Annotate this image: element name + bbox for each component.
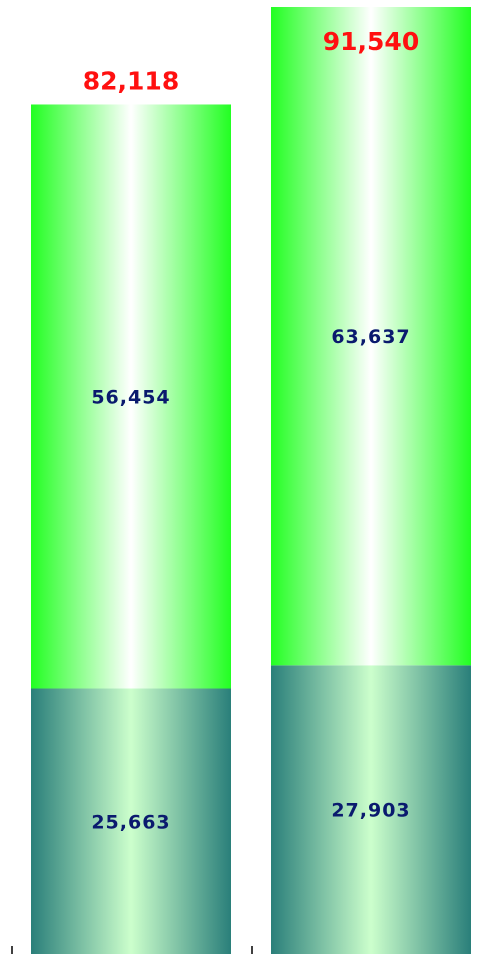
bars-group: 25,663 56,454 82,118 27,903 63,637 91,540 xyxy=(31,7,471,954)
total-label-2: 91,540 xyxy=(323,27,419,56)
value-label-1-1: 25,663 xyxy=(91,811,170,833)
total-label-1: 82,118 xyxy=(83,66,179,95)
value-label-2-1: 56,454 xyxy=(91,386,170,408)
value-label-2-2: 63,637 xyxy=(331,326,410,348)
bar-segment-2-1 xyxy=(31,104,231,689)
bar-segment-2-2 xyxy=(271,7,471,666)
bar-segment-1-2 xyxy=(271,665,471,954)
bar-segment-1-1 xyxy=(31,688,231,954)
value-label-1-2: 27,903 xyxy=(331,800,410,822)
